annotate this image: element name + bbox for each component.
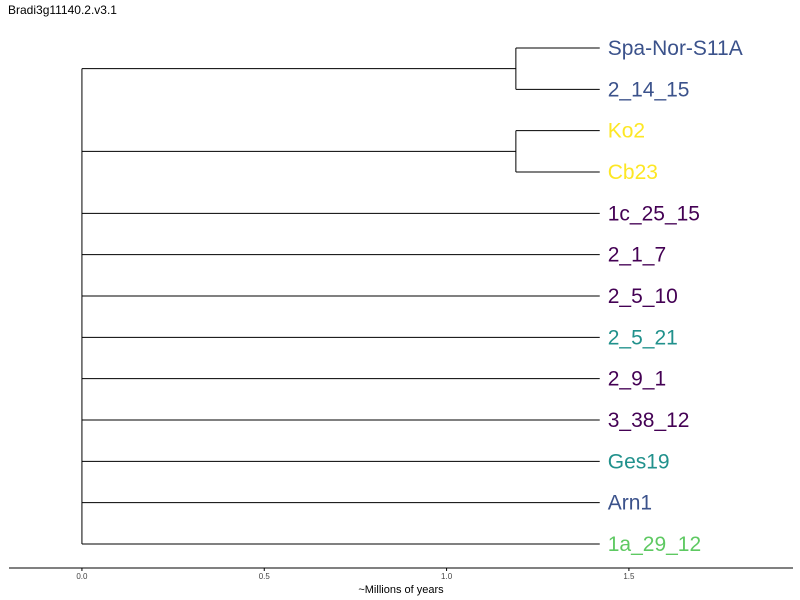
leaf-label: 2_9_1 — [608, 368, 666, 391]
leaf-label: 2_1_7 — [608, 244, 666, 267]
leaf-label: Cb23 — [608, 161, 658, 184]
leaf-label: 2_5_21 — [608, 326, 678, 349]
leaf-label: 2_14_15 — [608, 78, 690, 101]
x-tick-label: 0.0 — [76, 572, 88, 581]
leaf-label: Ges19 — [608, 450, 670, 473]
branches-group — [81, 47, 600, 545]
leaf-labels-group: Spa-Nor-S11A 2_14_15 Ko2 Cb23 1c_25_15 2_1_7 2… — [608, 37, 743, 556]
leaf-label: Spa-Nor-S11A — [608, 37, 743, 60]
leaf-label: Arn1 — [608, 492, 652, 515]
leaf-label: 1c_25_15 — [608, 202, 700, 225]
x-axis-label: ~Millions of years — [358, 584, 444, 596]
leaf-label: 3_38_12 — [608, 409, 690, 432]
x-tick-label: 0.5 — [259, 572, 271, 581]
chart-title: Bradi3g11140.2.v3.1 — [8, 3, 117, 17]
x-axis-ticks: 0.0 0.5 1.0 1.5 — [76, 568, 635, 581]
x-tick-label: 1.5 — [623, 572, 635, 581]
x-tick-label: 1.0 — [441, 572, 453, 581]
leaf-label: 1a_29_12 — [608, 533, 701, 556]
leaf-label: 2_5_10 — [608, 285, 678, 308]
leaf-label: Ko2 — [608, 120, 645, 143]
